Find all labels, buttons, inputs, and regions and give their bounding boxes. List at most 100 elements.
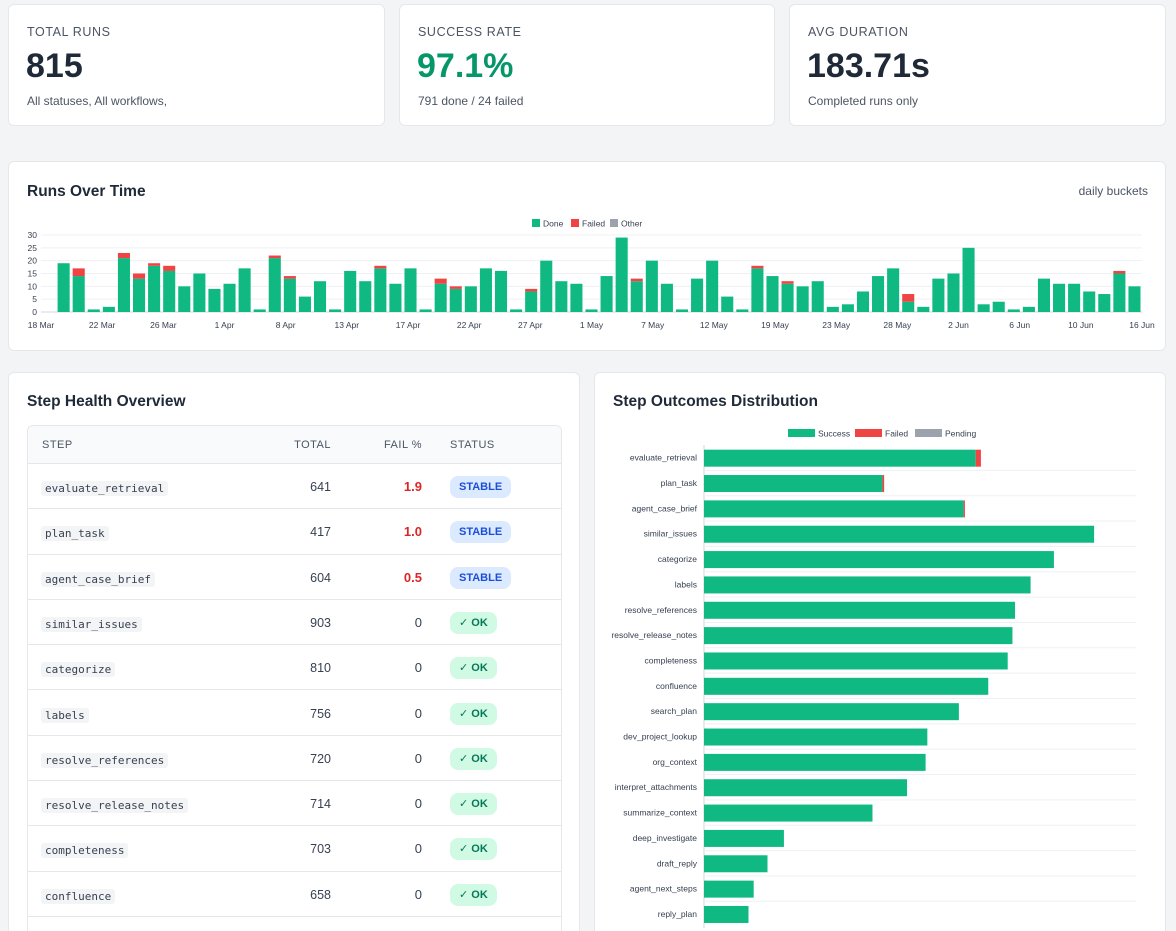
table-row[interactable]: resolve_references 720 0 ✓ OK <box>28 736 561 782</box>
legend-swatch <box>610 219 618 227</box>
category-label: reply_plan <box>658 909 697 919</box>
step-health-card: Step Health Overview STEP TOTAL FAIL % S… <box>8 372 580 931</box>
chart-legend: Success Failed Pending <box>788 429 976 439</box>
runs-over-time-card: Runs Over Time daily buckets Done Failed O… <box>8 161 1166 351</box>
bucket-label: daily buckets <box>1078 184 1148 198</box>
table-row[interactable]: agent_case_brief 604 0.5 STABLE <box>28 555 561 600</box>
bar-success <box>704 905 749 923</box>
x-tick-label: 17 Apr <box>396 320 421 330</box>
bar-done <box>163 270 176 312</box>
bar-success <box>704 576 1031 594</box>
status-badge: STABLE <box>450 521 512 544</box>
column-header-status[interactable]: STATUS <box>450 439 495 451</box>
stat-card-success-rate: SUCCESS RATE 97.1% 791 done / 24 failed <box>399 4 775 126</box>
card-title: Runs Over Time <box>27 183 146 200</box>
step-total: 756 <box>310 706 331 721</box>
bar-failed <box>525 288 538 292</box>
stat-value: 815 <box>26 47 83 85</box>
bar-done <box>389 283 402 312</box>
bar-done <box>1053 283 1066 312</box>
category-label: resolve_release_notes <box>611 630 697 640</box>
step-name: completeness <box>41 843 129 859</box>
x-tick-label: 16 Jun <box>1129 320 1155 330</box>
category-label: search_plan <box>651 706 698 716</box>
bar-done <box>615 237 628 312</box>
column-header-fail[interactable]: FAIL % <box>383 439 422 451</box>
table-row[interactable]: categorize 810 0 ✓ OK <box>28 645 561 691</box>
status-badge: STABLE <box>450 566 512 589</box>
bar-failed <box>72 268 85 277</box>
bar-done <box>540 260 553 312</box>
bar-done <box>766 276 779 312</box>
step-name: labels <box>41 707 89 723</box>
status-badge: ✓ OK <box>450 747 497 770</box>
bar-done <box>359 281 372 312</box>
bar-done <box>298 296 311 312</box>
y-tick-label: 15 <box>28 269 38 279</box>
bar-done <box>87 309 100 312</box>
bar-done <box>887 268 900 312</box>
table-row[interactable]: completeness 703 0 ✓ OK <box>28 826 561 872</box>
table-row[interactable]: plan_task 417 1.0 STABLE <box>28 509 561 555</box>
bar-done <box>72 276 85 312</box>
bar-done <box>268 258 281 312</box>
table-row[interactable]: confluence 658 0 ✓ OK <box>28 872 561 917</box>
table-row[interactable]: evaluate_retrieval 641 1.9 STABLE <box>28 464 561 510</box>
bar-done <box>826 306 839 312</box>
category-label: dev_project_lookup <box>623 732 697 742</box>
column-header-total[interactable]: TOTAL <box>294 439 331 451</box>
bar-done <box>193 273 206 312</box>
step-total: 417 <box>310 525 331 540</box>
status-badge: ✓ OK <box>450 657 497 680</box>
bar-done <box>902 301 915 312</box>
bar-done <box>1007 309 1020 312</box>
y-tick-label: 10 <box>28 281 38 291</box>
column-header-step[interactable]: STEP <box>42 439 73 451</box>
step-health-table: STEP TOTAL FAIL % STATUS evaluate_retrie… <box>27 425 562 931</box>
step-fail-percent: 0 <box>414 614 422 630</box>
bar-done <box>133 278 146 312</box>
bar-done <box>781 283 794 312</box>
bar-success <box>704 804 873 822</box>
bar-failed <box>283 276 296 279</box>
bar-done <box>1083 291 1096 312</box>
step-outcomes-card: Step Outcomes Distribution Success Failed… <box>594 372 1166 931</box>
bar-done <box>992 301 1005 312</box>
x-tick-label: 23 May <box>822 320 851 330</box>
bar-done <box>525 291 538 312</box>
category-label: plan_task <box>661 478 698 488</box>
x-tick-label: 10 Jun <box>1068 320 1094 330</box>
stat-label: SUCCESS RATE <box>418 25 522 39</box>
x-tick-label: 12 May <box>700 320 729 330</box>
step-name: evaluate_retrieval <box>41 481 169 496</box>
bar-done <box>449 288 462 312</box>
status-badge: ✓ OK <box>450 702 497 725</box>
bar-done <box>178 286 191 312</box>
table-row[interactable]: resolve_release_notes 714 0 ✓ OK <box>28 781 561 827</box>
category-label: draft_reply <box>657 858 698 868</box>
bar-done <box>600 276 613 312</box>
bar-done <box>736 309 749 312</box>
category-label: interpret_attachments <box>615 782 697 792</box>
bar-done <box>675 309 689 312</box>
legend-swatch <box>571 219 579 227</box>
x-tick-label: 8 Apr <box>276 320 296 330</box>
bar-success <box>704 753 926 771</box>
step-name: confluence <box>41 888 116 904</box>
bar-success <box>704 551 1054 569</box>
legend-label: Failed <box>885 429 908 439</box>
bar-done <box>1022 306 1035 312</box>
bar-done <box>841 304 854 312</box>
category-label: agent_next_steps <box>630 884 697 894</box>
bar-failed <box>882 475 885 493</box>
bar-done <box>102 306 115 312</box>
bar-done <box>344 270 357 312</box>
bar-done <box>419 309 432 312</box>
bar-done <box>872 276 885 312</box>
table-row[interactable]: labels 756 0 ✓ OK <box>28 691 561 736</box>
table-row[interactable]: similar_issues 903 0 ✓ OK <box>28 600 561 646</box>
y-tick-label: 25 <box>28 243 38 253</box>
bar-done <box>1068 283 1081 312</box>
bar-done <box>1037 278 1050 312</box>
category-label: agent_case_brief <box>632 503 698 513</box>
